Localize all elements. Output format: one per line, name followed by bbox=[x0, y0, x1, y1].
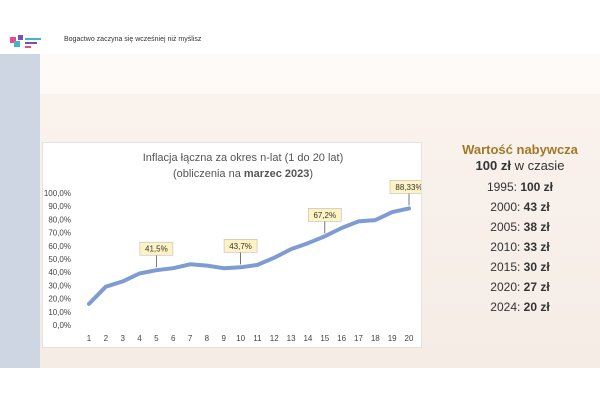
x-tick-label: 8 bbox=[205, 334, 210, 343]
x-tick-label: 9 bbox=[222, 334, 227, 343]
x-tick-label: 11 bbox=[253, 334, 262, 343]
x-tick-label: 14 bbox=[303, 334, 312, 343]
x-tick-label: 15 bbox=[320, 334, 329, 343]
chart-title-line2: (obliczenia na marzec 2023) bbox=[173, 168, 313, 180]
annotation-label: 67,2% bbox=[313, 211, 336, 220]
series-line bbox=[87, 206, 411, 306]
page-header: Bogactwo zaczyna się wcześniej niż myśli… bbox=[0, 0, 600, 55]
panel-item-value: 100 zł bbox=[520, 180, 554, 194]
y-tick-label: 60,0% bbox=[48, 242, 71, 251]
left-sidebar bbox=[0, 54, 40, 368]
y-tick-label: 100,0% bbox=[44, 189, 71, 198]
panel-item: 1995: 100 zł bbox=[440, 180, 600, 194]
x-tick-label: 16 bbox=[337, 334, 346, 343]
chart-title-line1: Inflacja łączna za okres n-lat (1 do 20 … bbox=[143, 152, 344, 164]
panel-item-value: 38 zł bbox=[523, 220, 550, 234]
panel-item-value: 20 zł bbox=[523, 300, 550, 314]
panel-item-value: 27 zł bbox=[523, 280, 550, 294]
y-tick-label: 0,0% bbox=[53, 321, 71, 330]
panel-title: Wartość nabywcza bbox=[462, 142, 578, 157]
panel-item-value: 33 zł bbox=[523, 240, 550, 254]
x-axis-ticks: 1 2 3 4 5 6 7 8 9 10 11 12 13 14 15 16 17 18 19 20 bbox=[87, 334, 414, 343]
y-tick-label: 20,0% bbox=[48, 295, 71, 304]
y-tick-label: 30,0% bbox=[48, 281, 71, 290]
x-tick-label: 5 bbox=[154, 334, 159, 343]
x-tick-label: 3 bbox=[120, 334, 125, 343]
y-tick-label: 80,0% bbox=[48, 215, 71, 224]
panel-item-year: 2024: bbox=[490, 300, 524, 314]
annotation-label: 88,33% bbox=[395, 183, 421, 192]
panel-item: 2020: 27 zł bbox=[440, 280, 600, 294]
y-tick-label: 90,0% bbox=[48, 202, 71, 211]
panel-item-year: 2020: bbox=[490, 280, 524, 294]
logo-icon bbox=[10, 35, 41, 48]
x-tick-label: 20 bbox=[405, 334, 414, 343]
y-axis-ticks: 0,0% 10,0% 20,0% 30,0% 40,0% 50,0% 60,0% 70,0% 8… bbox=[44, 189, 71, 330]
y-tick-label: 70,0% bbox=[48, 229, 71, 238]
x-tick-label: 6 bbox=[171, 334, 176, 343]
page-footer bbox=[0, 368, 600, 400]
x-tick-label: 4 bbox=[137, 334, 142, 343]
panel-list: 1995: 100 zł 2000: 43 zł 2005: 38 zł 2010: … bbox=[440, 180, 600, 314]
slide-band bbox=[40, 54, 600, 94]
chart-card: Inflacja łączna za okres n-lat (1 do 20 … bbox=[42, 142, 429, 348]
x-tick-label: 18 bbox=[371, 334, 380, 343]
data-annotations: 41,5% 43,7% 67,2% 88,33% bbox=[139, 180, 429, 268]
x-tick-label: 12 bbox=[270, 334, 279, 343]
x-tick-label: 7 bbox=[188, 334, 193, 343]
panel-subtitle-amount: 100 zł bbox=[475, 158, 511, 173]
panel-subtitle: 100 zł w czasie bbox=[440, 158, 600, 174]
y-tick-label: 40,0% bbox=[48, 268, 71, 277]
x-tick-label: 2 bbox=[104, 334, 109, 343]
page-title: Bogactwo zaczyna się wcześniej niż myśli… bbox=[64, 36, 202, 43]
panel-item-value: 43 zł bbox=[523, 200, 550, 214]
x-tick-label: 13 bbox=[287, 334, 296, 343]
x-tick-label: 1 bbox=[87, 334, 92, 343]
panel-item: 2010: 33 zł bbox=[440, 240, 600, 254]
panel-item-year: 1995: bbox=[486, 180, 521, 194]
panel-item: 2000: 43 zł bbox=[440, 200, 600, 214]
annotation-label: 41,5% bbox=[145, 245, 168, 254]
annotation-box bbox=[139, 241, 174, 256]
purchasing-power-panel: Wartość nabywcza 100 zł w czasie 1995: 1… bbox=[440, 142, 600, 314]
y-tick-label: 10,0% bbox=[48, 308, 71, 317]
annotation-box bbox=[223, 239, 258, 253]
panel-item-value: 30 zł bbox=[523, 260, 550, 274]
inflation-line-chart: Inflacja łączna za okres n-lat (1 do 20 … bbox=[44, 152, 429, 343]
panel-item-year: 2005: bbox=[490, 220, 524, 234]
x-tick-label: 19 bbox=[388, 334, 397, 343]
annotation-label: 43,7% bbox=[229, 242, 252, 251]
panel-item-year: 2000: bbox=[490, 200, 524, 214]
panel-item-year: 2015: bbox=[490, 260, 524, 274]
x-tick-label: 17 bbox=[354, 334, 363, 343]
x-tick-label: 10 bbox=[236, 334, 245, 343]
panel-item: 2024: 20 zł bbox=[440, 300, 600, 314]
panel-subtitle-text: w czasie bbox=[510, 158, 565, 173]
annotation-box bbox=[307, 207, 342, 222]
panel-item: 2005: 38 zł bbox=[440, 220, 600, 234]
panel-item-year: 2010: bbox=[490, 240, 524, 254]
panel-item: 2015: 30 zł bbox=[440, 260, 600, 274]
y-tick-label: 50,0% bbox=[48, 255, 71, 264]
